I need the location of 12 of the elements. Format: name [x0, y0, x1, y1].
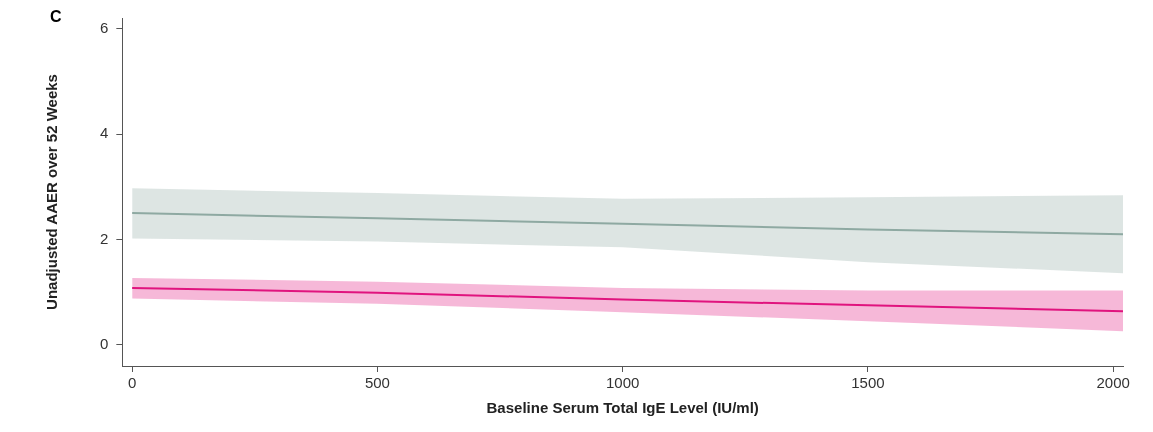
y-tick-label: 2	[100, 229, 109, 247]
x-tick-label: 0	[127, 374, 137, 392]
x-tick-label: 2000	[1096, 374, 1130, 392]
y-tick-label: 0	[100, 335, 109, 353]
x-axis-title: Baseline Serum Total IgE Level (IU/ml)	[486, 399, 759, 417]
text: C	[50, 8, 62, 26]
x-tick-label: 500	[364, 374, 390, 392]
y-axis-title: Unadjusted AAER over 52 Weeks	[43, 74, 61, 310]
y-tick-label: 4	[100, 124, 109, 142]
x-tick-label: 1500	[851, 374, 885, 392]
y-tick-label: 6	[100, 18, 109, 36]
x-tick-label: 1000	[605, 374, 640, 392]
